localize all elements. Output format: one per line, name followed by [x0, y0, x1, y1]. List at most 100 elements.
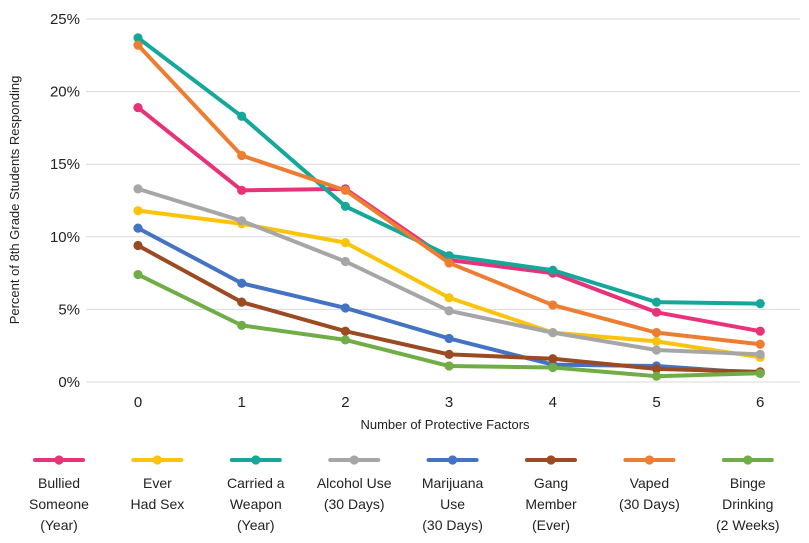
- x-axis-label: Number of Protective Factors: [360, 417, 530, 432]
- legend-swatch-marker: [448, 455, 458, 465]
- series-line: [133, 33, 765, 309]
- x-tick-label: 4: [549, 394, 557, 411]
- legend-swatch-marker: [743, 455, 753, 465]
- series-line: [133, 269, 765, 381]
- x-tick-label: 0: [134, 394, 142, 411]
- data-point: [237, 297, 247, 307]
- data-point: [237, 111, 247, 121]
- legend-label: Bullied: [38, 475, 80, 491]
- x-tick-label: 6: [756, 394, 764, 411]
- data-point: [133, 206, 143, 216]
- legend-label: Marijuana: [422, 475, 484, 491]
- data-point: [133, 240, 143, 251]
- data-point: [651, 371, 662, 381]
- y-tick-label: 10%: [50, 229, 80, 246]
- series-line: [133, 40, 765, 349]
- gridlines: [86, 18, 800, 383]
- data-point: [651, 307, 662, 317]
- data-point: [444, 306, 454, 316]
- y-axis-ticks: 0% 5% 10% 15% 20% 25%: [50, 11, 80, 391]
- legend-label: Carried a: [227, 475, 285, 491]
- data-point: [548, 354, 558, 364]
- x-tick-label: 3: [445, 394, 453, 411]
- legend-item: Binge Drinking (2 Weeks): [716, 455, 780, 533]
- legend-swatch-marker: [152, 455, 162, 465]
- data-point: [340, 335, 350, 345]
- data-point: [548, 265, 558, 275]
- data-point: [237, 185, 247, 195]
- series-line: [133, 240, 765, 377]
- legend-label: Member: [525, 496, 577, 512]
- legend-item: Bullied Someone (Year): [29, 455, 89, 533]
- legend-label: (2 Weeks): [716, 517, 780, 533]
- legend-item: Ever Had Sex: [131, 455, 185, 512]
- data-point: [133, 102, 143, 113]
- data-point: [340, 185, 350, 195]
- data-point: [237, 150, 247, 161]
- data-point: [651, 328, 662, 338]
- data-point: [237, 278, 247, 288]
- data-point: [444, 258, 454, 268]
- data-point: [444, 349, 454, 360]
- legend-swatch-marker: [349, 455, 359, 465]
- legend: Bullied Someone (Year) Ever Had Sex Carried a…: [29, 455, 780, 533]
- legend-label: Weapon: [230, 496, 282, 512]
- legend-label: (Ever): [532, 517, 570, 533]
- series-path: [136, 272, 763, 379]
- legend-item: Carried a Weapon (Year): [227, 455, 285, 533]
- data-point: [444, 333, 454, 344]
- legend-item: Gang Member (Ever): [525, 455, 577, 533]
- legend-label: Someone: [29, 496, 89, 512]
- data-point: [340, 238, 350, 248]
- data-point: [651, 336, 662, 346]
- legend-swatch-marker: [54, 455, 64, 465]
- data-point: [548, 300, 558, 310]
- legend-label: (Year): [40, 517, 78, 533]
- legend-swatch-marker: [546, 455, 556, 465]
- series-path: [136, 186, 763, 357]
- data-point: [755, 298, 765, 309]
- data-point: [548, 328, 558, 338]
- data-point: [340, 201, 350, 211]
- data-point: [755, 326, 765, 336]
- data-point: [133, 269, 143, 280]
- data-point: [651, 297, 662, 307]
- data-point: [237, 320, 247, 330]
- series-lines: [133, 33, 765, 381]
- x-tick-label: 2: [341, 394, 349, 411]
- data-point: [755, 349, 765, 360]
- legend-label: Alcohol Use: [317, 475, 392, 491]
- legend-item: Alcohol Use (30 Days): [317, 455, 392, 512]
- legend-label: Had Sex: [131, 496, 185, 512]
- x-tick-label: 1: [238, 394, 246, 411]
- data-point: [444, 361, 454, 371]
- y-tick-label: 5%: [58, 301, 80, 318]
- data-point: [133, 184, 143, 194]
- data-point: [651, 364, 662, 374]
- data-point: [755, 339, 765, 349]
- data-point: [340, 326, 350, 336]
- legend-item: Marijuana Use (30 Days): [422, 455, 484, 533]
- legend-label: (30 Days): [422, 517, 483, 533]
- y-tick-label: 20%: [50, 84, 80, 101]
- y-tick-label: 0%: [58, 374, 80, 391]
- legend-label: Ever: [143, 475, 172, 491]
- legend-label: Gang: [534, 475, 568, 491]
- data-point: [444, 293, 454, 303]
- data-point: [133, 223, 143, 233]
- legend-item: Vaped (30 Days): [619, 455, 680, 512]
- data-point: [133, 40, 143, 50]
- legend-swatch-marker: [644, 455, 655, 465]
- data-point: [340, 256, 350, 267]
- x-axis-ticks: 0 1 2 3 4 5 6: [134, 394, 765, 411]
- y-tick-label: 15%: [50, 156, 80, 173]
- legend-label: (30 Days): [324, 496, 385, 512]
- legend-label: (30 Days): [619, 496, 680, 512]
- data-point: [133, 33, 143, 43]
- y-tick-label: 25%: [50, 11, 80, 28]
- y-axis-label: Percent of 8th Grade Students Responding: [7, 76, 22, 325]
- legend-label: Binge: [730, 475, 766, 491]
- legend-label: (Year): [237, 517, 275, 533]
- legend-label: Vaped: [630, 475, 669, 491]
